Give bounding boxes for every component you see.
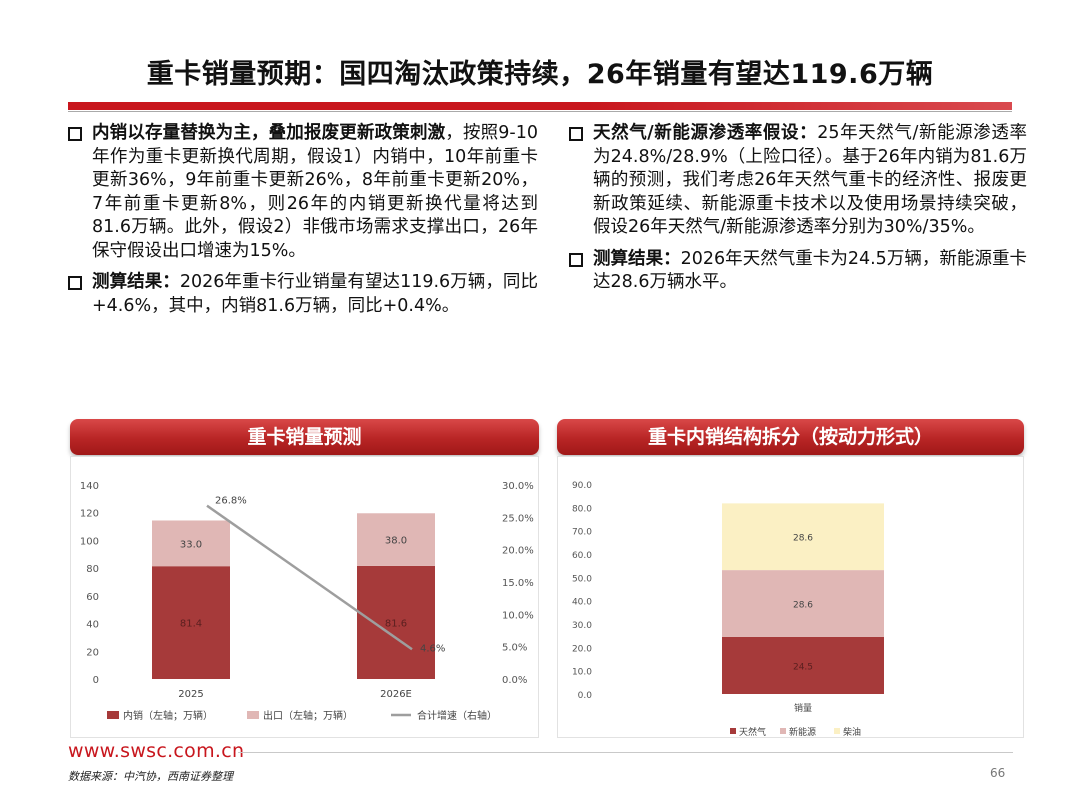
- legend-swatch-nev: [780, 728, 786, 734]
- legend-label: 合计增速（右轴）: [417, 709, 497, 722]
- bar-domestic-label: 81.4: [180, 619, 202, 630]
- legend-label: 天然气: [739, 726, 766, 738]
- y-tick-label: 10.0: [572, 668, 592, 678]
- x-tick-label: 2026E: [380, 689, 412, 700]
- y2-tick-label: 30.0%: [502, 481, 534, 492]
- y-tick-label: 90.0: [572, 481, 592, 491]
- bar-domestic: [357, 565, 435, 679]
- bullet-body: 25年天然气/新能源渗透率为24.8%/28.9%（上险口径）。基于26年内销为…: [593, 123, 1027, 237]
- bar-export-label: 33.0: [180, 539, 202, 550]
- bullet-lead: 测算结果：: [593, 248, 681, 269]
- y2-tick-label: 0.0%: [502, 675, 527, 686]
- y-tick-label: 0.0: [578, 691, 593, 701]
- bullet-lead: 内销以存量替换为主，叠加报废更新政策刺激: [92, 123, 446, 143]
- growth-label: 4.6%: [420, 643, 445, 654]
- bar-nev: [722, 570, 884, 637]
- y-tick-label: 80.0: [572, 504, 592, 514]
- y-tick-label: 20.0: [572, 644, 592, 654]
- legend-swatch-export: [247, 711, 259, 719]
- x-tick-label: 销量: [794, 702, 812, 714]
- legend-swatch-domestic: [107, 711, 119, 719]
- bullet-body: 2026年天然气重卡为24.5万辆，新能源重卡达28.6万辆水平。: [593, 248, 1028, 293]
- y-tick-label: 40.0: [572, 598, 592, 608]
- legend-swatch-diesel: [834, 728, 840, 734]
- y-tick-label: 70.0: [572, 528, 592, 538]
- y-tick-label: 140: [80, 481, 99, 492]
- bar-diesel: [722, 503, 884, 571]
- domestic-structure-chart: 0.0 10.0 20.0 30.0 40.0 50.0 60.0 70.0 80.0 90.0 2…: [572, 481, 884, 738]
- footer-url[interactable]: www.swsc.com.cn: [68, 740, 245, 762]
- y2-tick-label: 15.0%: [502, 578, 534, 589]
- bar-diesel-label: 28.6: [793, 534, 813, 544]
- bar-export: [357, 513, 435, 566]
- bar-export: [152, 520, 230, 567]
- left-text-column: 内销以存量替换为主，叠加报废更新政策刺激，按照9-10年作为重卡更新换代周期，假…: [68, 122, 538, 326]
- bar-gas-label: 24.5: [793, 662, 813, 672]
- page-number: 66: [990, 766, 1006, 780]
- bullet-item: 测算结果：2026年天然气重卡为24.5万辆，新能源重卡达28.6万辆水平。: [569, 248, 1027, 295]
- y-tick-label: 120: [80, 509, 99, 520]
- growth-line: [206, 504, 413, 651]
- square-bullet-icon: [68, 276, 82, 290]
- title-underline: [68, 102, 1012, 112]
- bullet-lead: 天然气/新能源渗透率假设：: [593, 123, 818, 143]
- source-note: 数据来源：中汽协，西南证券整理: [68, 770, 233, 783]
- growth-label: 26.8%: [215, 496, 247, 507]
- bullet-item: 天然气/新能源渗透率假设：25年天然气/新能源渗透率为24.8%/28.9%（上…: [569, 122, 1027, 240]
- chart-right-panel: 0.0 10.0 20.0 30.0 40.0 50.0 60.0 70.0 80.0 90.0 2…: [557, 456, 1024, 738]
- legend-label: 内销（左轴；万辆）: [123, 709, 213, 722]
- bar-gas: [722, 636, 884, 694]
- y2-tick-label: 10.0%: [502, 610, 534, 621]
- bullet-item: 内销以存量替换为主，叠加报废更新政策刺激，按照9-10年作为重卡更新换代周期，假…: [68, 122, 538, 263]
- y-tick-label: 40: [86, 620, 99, 631]
- y-tick-label: 20: [86, 647, 99, 658]
- x-tick-label: 2025: [178, 689, 203, 700]
- bullet-item: 测算结果：2026年重卡行业销量有望达119.6万辆，同比+4.6%，其中，内销…: [68, 271, 538, 318]
- title-underline-gray: [68, 111, 1012, 112]
- square-bullet-icon: [569, 252, 583, 267]
- right-text-column: 天然气/新能源渗透率假设：25年天然气/新能源渗透率为24.8%/28.9%（上…: [569, 122, 1027, 303]
- square-bullet-icon: [569, 127, 583, 141]
- y2-tick-label: 25.0%: [502, 513, 534, 524]
- bar-nev-label: 28.6: [793, 600, 813, 610]
- y-tick-label: 100: [80, 536, 99, 547]
- legend-label: 新能源: [789, 726, 816, 738]
- footer-divider: [238, 752, 1013, 753]
- chart-right-header: 重卡内销结构拆分（按动力形式）: [557, 419, 1024, 455]
- chart-left-panel: 0 20 40 60 80 100 120 140 0.0% 5.0% 10.0% 15.0% 20.0…: [70, 456, 539, 738]
- page-title: 重卡销量预期：国四淘汰政策持续，26年销量有望达119.6万辆: [146, 59, 934, 90]
- title-underline-red: [68, 102, 1012, 110]
- y-tick-label: 30.0: [572, 621, 592, 631]
- y-tick-label: 80: [86, 564, 99, 575]
- legend-label: 柴油: [843, 726, 861, 738]
- chart-left-header: 重卡销量预测: [70, 419, 539, 455]
- y-tick-label: 60.0: [572, 551, 592, 561]
- y2-tick-label: 5.0%: [502, 643, 527, 654]
- bar-domestic-label: 81.6: [385, 618, 407, 629]
- bar-domestic: [152, 566, 230, 679]
- y-tick-label: 0: [93, 675, 99, 686]
- bullet-body: 2026年重卡行业销量有望达119.6万辆，同比+4.6%，其中，内销81.6万…: [92, 272, 538, 316]
- bullet-lead: 测算结果：: [92, 272, 180, 292]
- legend-label: 出口（左轴；万辆）: [263, 709, 353, 722]
- bullet-body: ，按照9-10年作为重卡更新换代周期，假设1）内销中，10年前重卡更新36%，9…: [92, 123, 539, 261]
- y-tick-label: 60: [86, 592, 99, 603]
- bar-export-label: 38.0: [385, 536, 407, 547]
- legend-swatch-gas: [730, 728, 736, 734]
- y2-tick-label: 20.0%: [502, 546, 534, 557]
- sales-forecast-chart: 0 20 40 60 80 100 120 140 0.0% 5.0% 10.0% 15.0% 20.0…: [80, 481, 534, 722]
- y-tick-label: 50.0: [572, 574, 592, 584]
- square-bullet-icon: [68, 127, 82, 141]
